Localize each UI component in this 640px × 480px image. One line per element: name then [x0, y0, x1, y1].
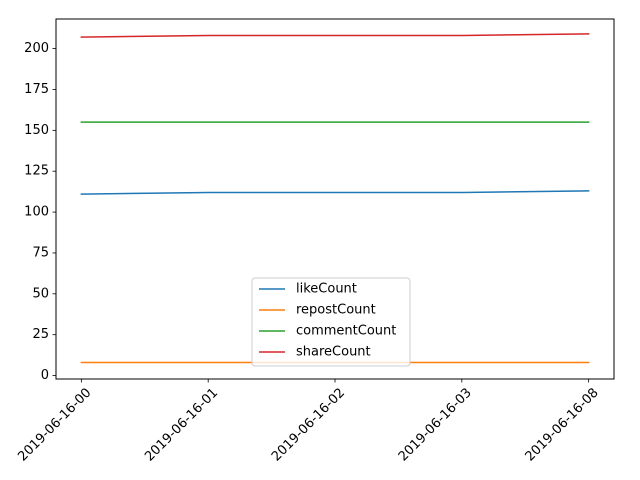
- x-tick-label: 2019-06-16-01: [142, 385, 221, 464]
- y-tick-label: 125: [24, 164, 49, 179]
- x-tick-label: 2019-06-16-03: [396, 385, 475, 464]
- y-tick-label: 25: [32, 327, 49, 342]
- x-tick-label: 2019-06-16-00: [15, 385, 94, 464]
- x-tick-label: 2019-06-16-08: [523, 385, 602, 464]
- legend-label-repostCount: repostCount: [296, 303, 376, 318]
- x-tick-label: 2019-06-16-02: [269, 385, 348, 464]
- y-tick-label: 50: [32, 286, 49, 301]
- series-layer: [80, 33, 590, 364]
- legend: likeCount repostCount commentCount shareCou…: [251, 277, 411, 367]
- y-tick-label: 150: [24, 123, 49, 138]
- y-tick-label: 0: [41, 368, 49, 383]
- legend-box: [251, 277, 411, 367]
- axis-layer: 0 25 50 75 100 125 150 175 200 2019-06-16-00 2019-…: [15, 41, 601, 464]
- series-line-shareCount: [80, 33, 590, 38]
- y-tick-label: 75: [32, 245, 49, 260]
- y-tick-label: 200: [24, 41, 49, 56]
- y-tick-label: 175: [24, 82, 49, 97]
- legend-label-shareCount: shareCount: [296, 345, 371, 360]
- series-line-likeCount: [80, 190, 590, 195]
- legend-label-likeCount: likeCount: [296, 282, 357, 297]
- legend-label-commentCount: commentCount: [296, 324, 396, 339]
- y-tick-label: 100: [24, 205, 49, 220]
